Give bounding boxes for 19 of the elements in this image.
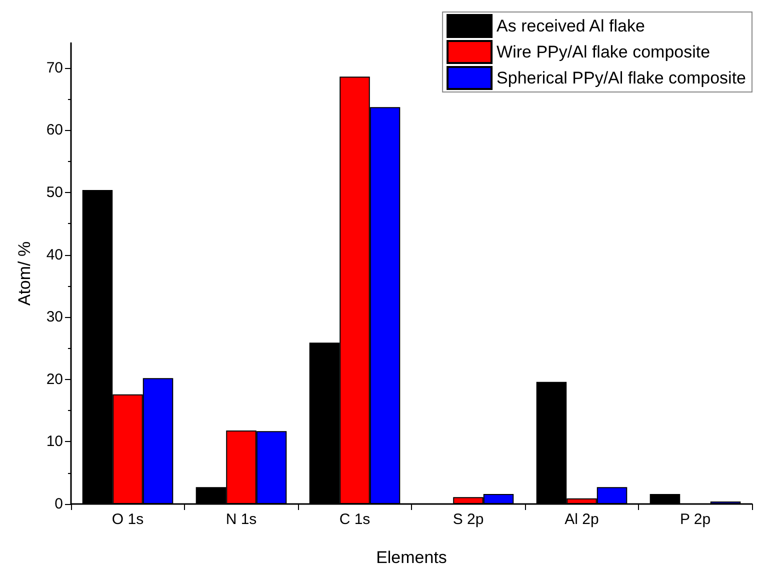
legend-label: As received Al flake <box>496 16 645 36</box>
y-tick-label: 0 <box>54 496 63 512</box>
x-tick-label: Al 2p <box>564 511 599 528</box>
y-tick-label: 60 <box>46 122 63 139</box>
y-tick-label: 50 <box>46 184 63 202</box>
x-tick-label: S 2p <box>452 511 484 528</box>
legend-label: Spherical PPy/Al flake composite <box>496 68 746 88</box>
y-tick-label: 70 <box>46 59 63 76</box>
x-tick-label: O 1s <box>112 511 144 528</box>
y-tick-label: 20 <box>46 370 63 388</box>
x-tick-label: N 1s <box>226 511 257 528</box>
y-tick-label: 30 <box>46 308 63 326</box>
y-axis-title: Atom/ % <box>15 241 34 306</box>
x-tick-label: P 2p <box>680 511 711 528</box>
x-axis-title: Elements <box>376 548 447 567</box>
x-tick-label: C 1s <box>339 511 370 528</box>
legend-label: Wire PPy/Al flake composite <box>496 42 710 62</box>
y-tick-label: 40 <box>46 246 63 264</box>
y-tick-label: 10 <box>46 433 63 450</box>
